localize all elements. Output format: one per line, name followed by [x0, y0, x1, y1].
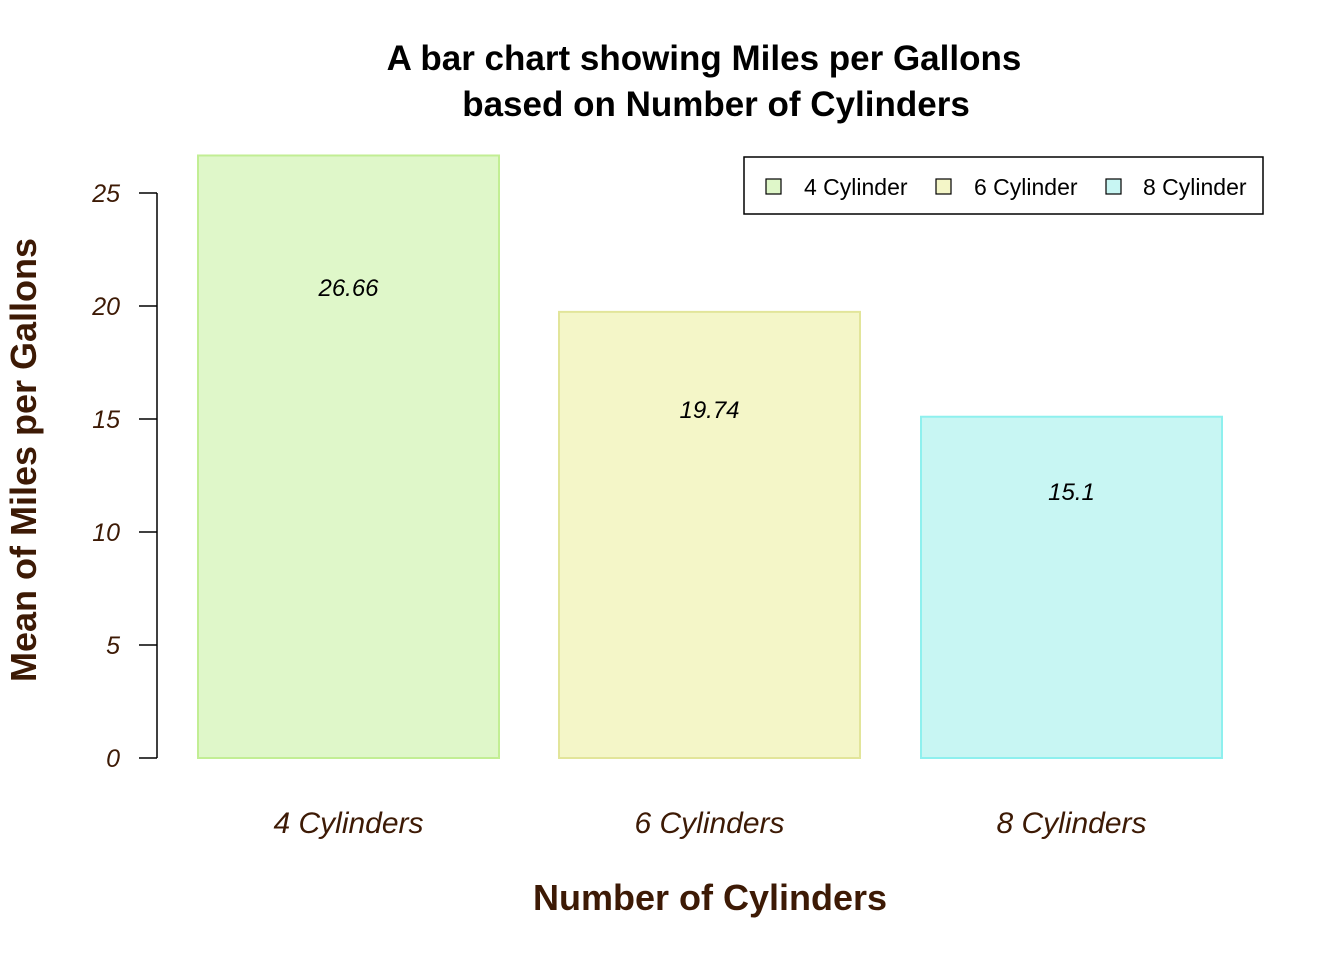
legend: 4 Cylinder 6 Cylinder 8 Cylinder: [743, 156, 1264, 215]
legend-swatch: [765, 178, 782, 195]
y-tick-label: 20: [91, 293, 120, 321]
x-axis-title: Number of Cylinders: [533, 877, 887, 918]
legend-swatch: [935, 178, 952, 195]
y-tick-label: 25: [91, 180, 120, 208]
y-tick-label: 5: [106, 632, 120, 660]
legend-item-label: 4 Cylinder: [804, 174, 908, 200]
x-category-label: 8 Cylinders: [996, 807, 1146, 840]
x-category-label: 6 Cylinders: [634, 807, 784, 840]
bar: [558, 310, 861, 759]
data-label: 26.66: [317, 275, 379, 302]
legend-item-label: 6 Cylinder: [974, 174, 1078, 200]
plot-area: 0 5 10 15 20 25 26.66 4 Cylinders 19.74 6 Cylinde…: [91, 154, 1223, 840]
bar: [197, 154, 500, 759]
chart-title-line-1: A bar chart showing Miles per Gallons: [387, 39, 1022, 78]
data-label: 15.1: [1048, 479, 1095, 506]
bar: [920, 415, 1223, 759]
y-axis: 0 5 10 15 20 25: [91, 180, 158, 773]
y-tick-label: 15: [92, 406, 120, 434]
legend-swatch: [1105, 178, 1122, 195]
chart-title: A bar chart showing Miles per Gallons ba…: [387, 39, 1022, 124]
legend-box: [743, 156, 1264, 215]
y-tick-label: 0: [106, 745, 120, 773]
y-tick-label: 10: [92, 519, 120, 547]
chart-title-line-2: based on Number of Cylinders: [462, 85, 970, 124]
x-category-label: 4 Cylinders: [273, 807, 423, 840]
legend-item-label: 8 Cylinder: [1143, 174, 1247, 200]
data-label: 19.74: [679, 397, 739, 424]
y-axis-title: Mean of Miles per Gallons: [3, 238, 44, 682]
